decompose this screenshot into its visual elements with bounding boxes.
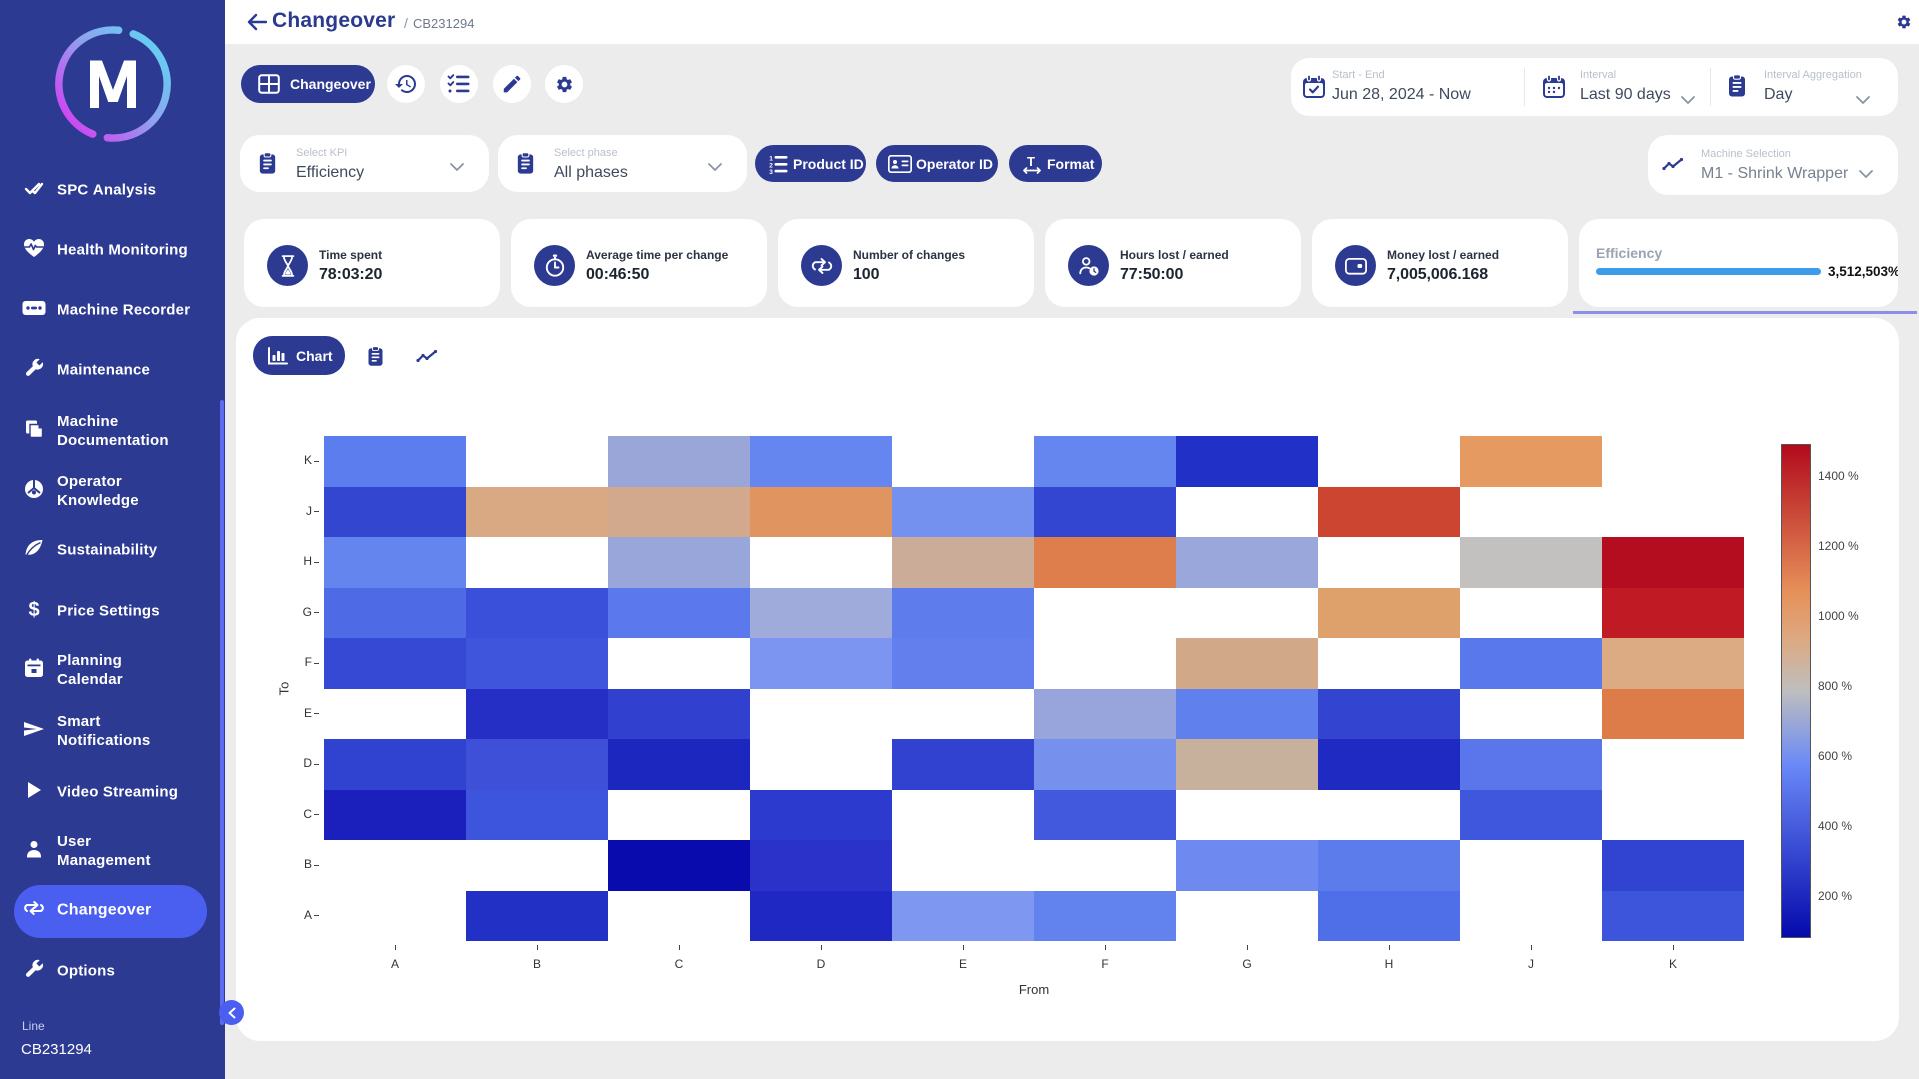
svg-text:T: T bbox=[1027, 154, 1035, 169]
svg-text:3: 3 bbox=[769, 168, 773, 173]
svg-text:1: 1 bbox=[769, 155, 773, 162]
svg-text:2: 2 bbox=[769, 162, 773, 169]
svg-text:$: $ bbox=[28, 599, 39, 620]
